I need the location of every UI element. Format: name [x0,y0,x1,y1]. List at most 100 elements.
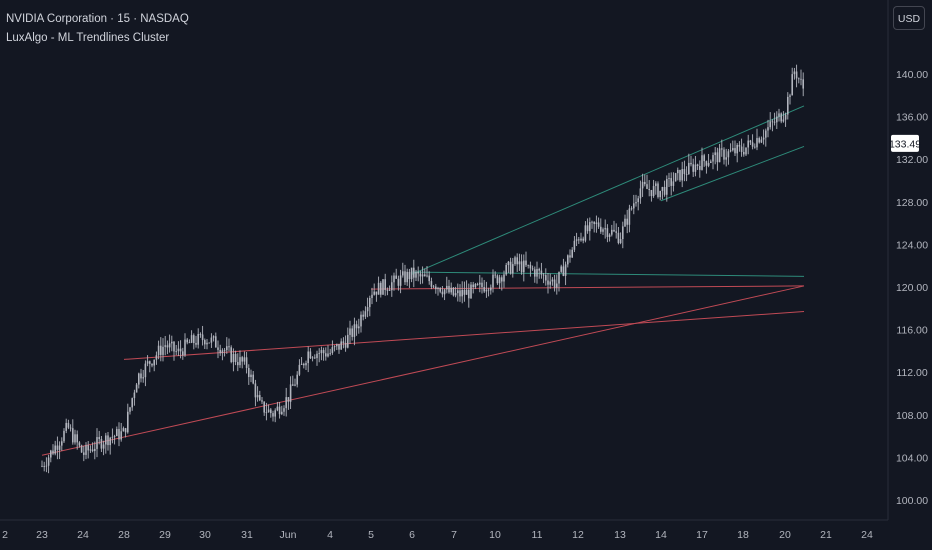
candle-body [630,208,633,210]
teal-trendline[interactable] [660,145,805,202]
x-tick-label: 31 [241,529,253,541]
candle-body [399,275,402,286]
indicator-title[interactable]: LuxAlgo - ML Trendlines Cluster [6,32,170,44]
price-axis[interactable]: 100.00 104.00 108.00 112.00 116.00 120.00 124.… [896,69,928,507]
candle-body [388,290,391,292]
candle-body [615,231,617,233]
candle-body [162,346,164,355]
candle-body [265,412,268,414]
teal-trendline[interactable] [411,271,805,277]
candle-body [199,334,202,335]
candle-body [644,181,646,185]
candle-body [545,275,547,281]
candle-body [443,289,446,295]
candle-body [298,364,301,375]
candle-body [734,148,736,154]
candle-body [173,341,175,352]
candle-body [457,290,459,294]
x-tick-label: 30 [199,529,211,541]
candle-body [771,121,774,123]
candle-body [776,116,778,123]
candle-body [190,335,193,343]
candle-body [58,445,61,450]
candle-body [756,138,758,148]
symbol-title[interactable]: NVIDIA Corporation · 15 · NASDAQ [6,13,189,25]
candle-body [228,346,230,348]
candle-body [518,261,521,265]
candle-body [87,445,89,451]
red-trendline[interactable] [370,285,805,290]
candle-body [74,434,76,443]
candle-body [461,289,463,297]
candle-body [215,336,217,348]
candle-body [232,354,235,363]
candle-body [360,314,362,327]
currency-button[interactable]: USD [893,6,925,30]
candle-body [237,362,239,366]
candle-body [562,266,565,276]
candle-body [80,445,83,453]
y-tick-label: 128.00 [896,197,928,209]
candle-body [377,282,380,295]
x-tick-label: 21 [820,529,832,541]
candle-body [780,113,782,122]
candle-body [85,445,87,455]
candle-body [538,268,540,271]
candle-body [109,437,111,446]
candle-body [505,265,507,275]
last-price-label-text: 133.49 [889,138,921,150]
candle-body [351,328,353,337]
candle-body [492,274,494,288]
candle-body [397,278,400,286]
x-tick-label: 7 [451,529,457,541]
candle-body [584,225,587,241]
red-trendline[interactable] [41,285,805,456]
candle-body [355,324,358,329]
y-tick-label: 124.00 [896,239,928,251]
candle-body [685,174,688,175]
candle-body [305,363,307,366]
candle-body [91,449,94,452]
candle-body [325,353,327,357]
candle-body [481,282,483,288]
candle-body [160,345,162,355]
candle-body [384,279,386,290]
candle-body [527,264,529,266]
candle-body [606,228,609,237]
candle-body [175,351,177,353]
candle-body [153,359,155,366]
red-trendline[interactable] [123,310,805,360]
candle-body [765,130,767,138]
candle-body [628,208,631,225]
candle-body [542,274,545,276]
candle-body [278,406,281,415]
teal-trendline[interactable] [411,105,805,275]
candle-body [171,341,173,344]
candle-body [76,434,78,443]
candle-body [98,437,100,440]
candle-body [320,350,323,354]
candle-body [245,357,248,369]
candle-body [714,152,716,156]
candle-body [430,281,433,287]
candle-body [234,354,237,363]
candle-body [789,95,791,97]
candle-body [197,334,199,345]
candle-body [646,184,648,189]
x-tick-label: 17 [696,529,708,541]
candle-body [182,351,184,356]
candle-body [758,138,760,143]
candle-body [371,294,373,298]
time-axis[interactable]: 2 23 24 28 29 30 31 Jun 4 5 6 7 10 11 12 13 14 17 18 20 21 24 [2,529,873,541]
candle-body [140,373,142,379]
candle-body [551,279,554,282]
candle-body [725,157,727,160]
candle-body [754,146,756,148]
candle-body [263,401,265,413]
x-tick-label: 13 [614,529,626,541]
candle-body [564,264,567,276]
candle-body [749,140,752,143]
candle-body [179,348,182,352]
candle-body [683,169,686,175]
